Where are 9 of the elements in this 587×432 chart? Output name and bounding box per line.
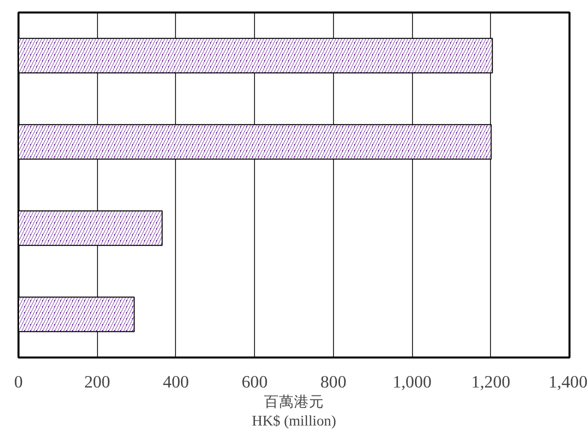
x-tick-label: 1,400	[548, 372, 587, 392]
x-tick-label: 1,000	[392, 372, 432, 392]
x-tick-label: 800	[320, 372, 346, 392]
x-tick-label: 400	[162, 372, 189, 392]
x-tick-label: 1,200	[471, 372, 510, 392]
x-tick-label: 200	[84, 372, 110, 392]
x-tick-label: 0	[14, 372, 23, 392]
x-tick-label: 600	[242, 372, 268, 392]
x-axis-title: 百萬港元 HK$ (million)	[252, 394, 336, 430]
